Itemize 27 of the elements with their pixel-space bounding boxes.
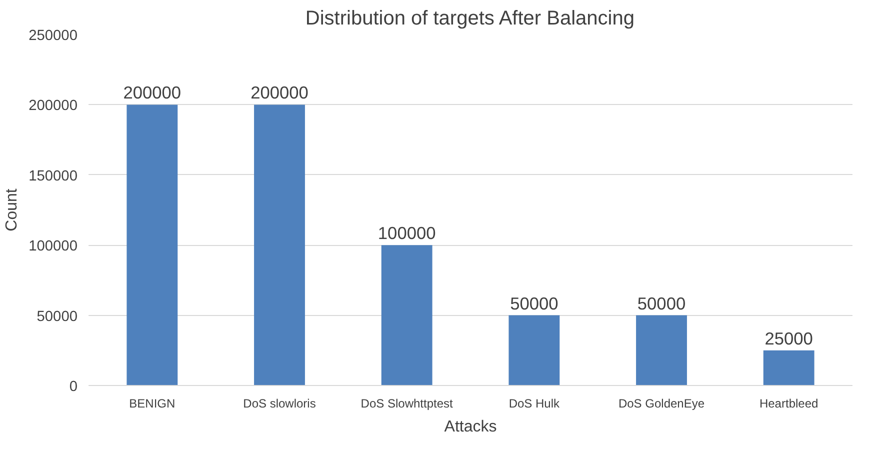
y-tick-label: 150000: [28, 168, 78, 184]
bar: [508, 315, 560, 386]
bar: [636, 315, 687, 386]
x-tick-label: Heartbleed: [759, 396, 818, 410]
bar: [381, 245, 432, 386]
y-tick-label: 50000: [36, 308, 78, 325]
bar: [126, 104, 178, 386]
data-label: 25000: [764, 328, 813, 348]
x-tick-label: DoS Hulk: [508, 396, 561, 410]
x-tick-label: BENIGN: [129, 396, 176, 410]
x-tick-label: DoS Slowhttptest: [360, 396, 454, 410]
x-tick-label: DoS GoldenEye: [618, 396, 705, 410]
data-label: 200000: [123, 82, 182, 103]
bar: [254, 104, 305, 386]
data-label: 50000: [637, 293, 686, 314]
y-tick-label: 200000: [28, 98, 78, 114]
y-tick-label: 250000: [28, 28, 78, 44]
data-label: 100000: [378, 223, 436, 244]
x-axis-title: Attacks: [444, 418, 497, 436]
x-tick-label: DoS slowloris: [243, 396, 316, 410]
y-tick-label: 0: [69, 379, 78, 395]
y-axis-title: Count: [4, 188, 21, 232]
data-label: 200000: [250, 82, 308, 103]
y-tick-label: 100000: [28, 238, 78, 255]
data-label: 50000: [510, 293, 558, 314]
chart-title: Distribution of targets After Balancing: [305, 8, 634, 30]
bar: [763, 350, 814, 386]
